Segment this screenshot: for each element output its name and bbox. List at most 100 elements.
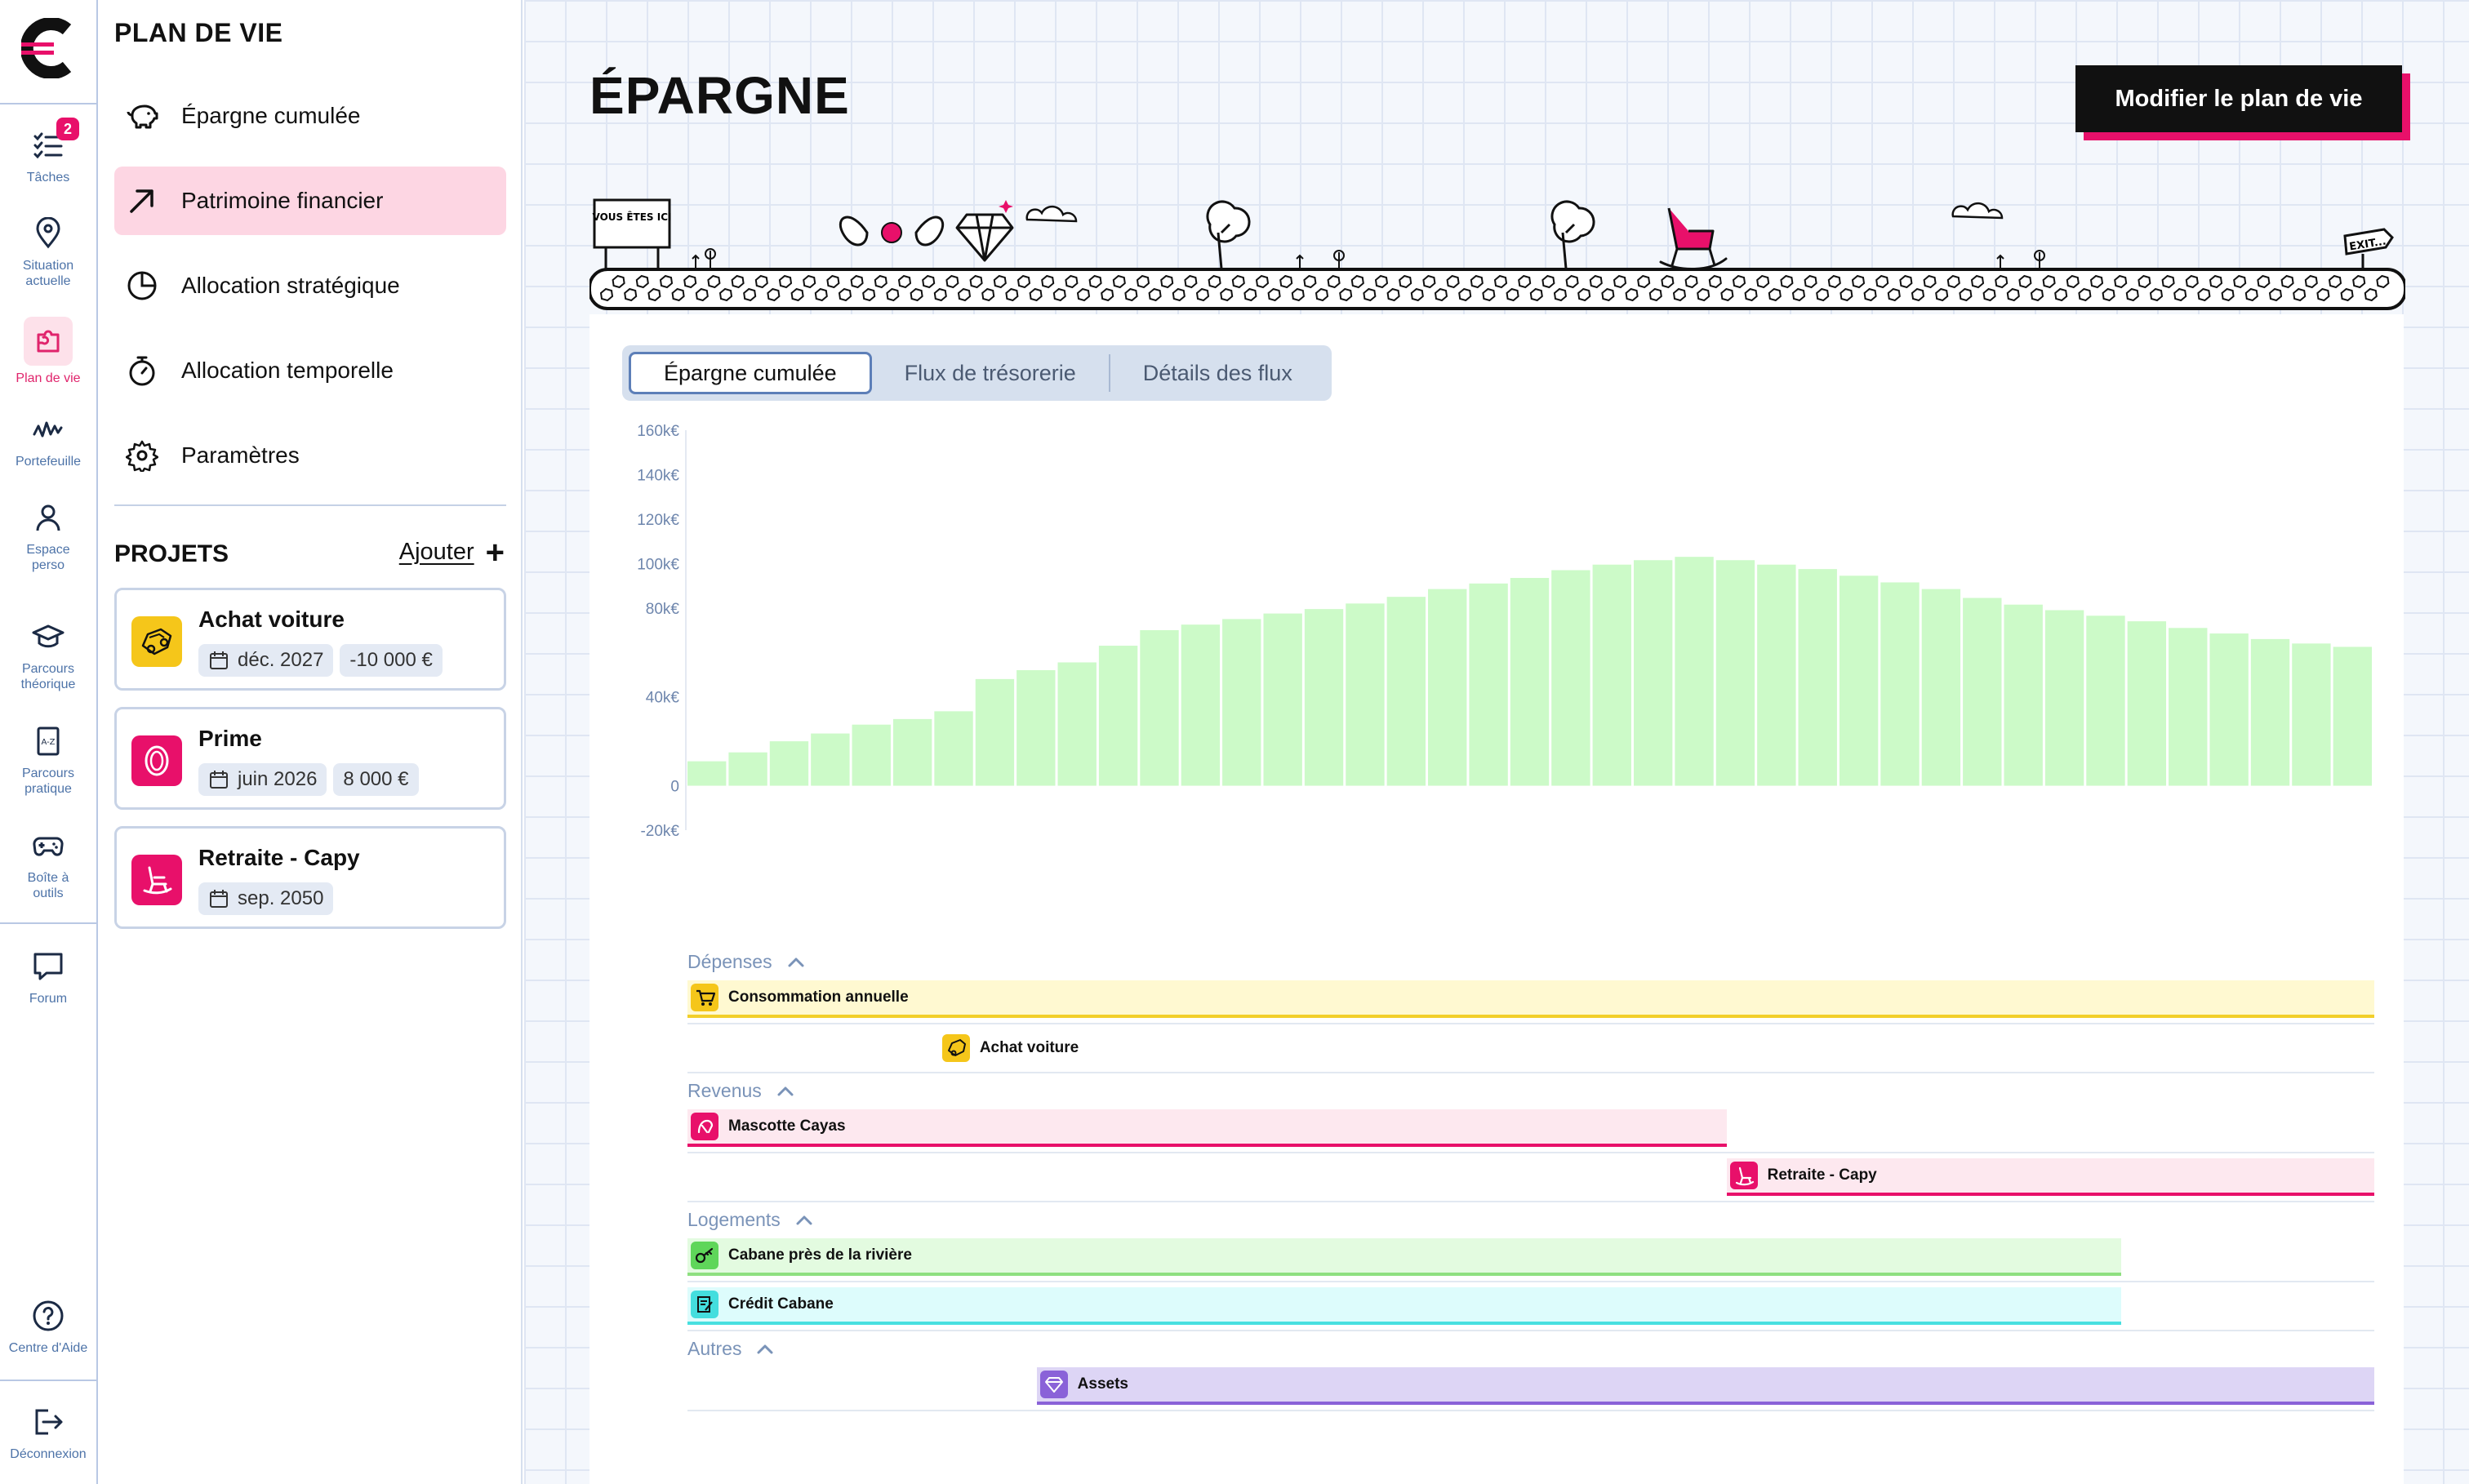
bar[interactable] bbox=[1921, 589, 1961, 786]
bar[interactable] bbox=[811, 733, 850, 786]
bar[interactable] bbox=[2127, 621, 2167, 786]
chevron-up-icon bbox=[788, 957, 804, 966]
tab-flux-tresorerie[interactable]: Flux de trésorerie bbox=[904, 360, 1076, 385]
stone-path bbox=[589, 268, 2405, 310]
rocking-chair-icon bbox=[1729, 1162, 1758, 1189]
gantt-bar[interactable]: Cabane près de la rivière bbox=[687, 1238, 2122, 1276]
rail-item-deconnexion[interactable]: Déconnexion bbox=[0, 1402, 96, 1462]
bar[interactable] bbox=[2044, 610, 2084, 786]
bar[interactable] bbox=[2086, 615, 2125, 786]
rail-item-parcours-theorique[interactable]: Parcours théorique bbox=[0, 617, 96, 692]
menu-item-allocation-strategique[interactable]: Allocation stratégique bbox=[114, 251, 506, 320]
bar[interactable] bbox=[934, 711, 973, 786]
menu-item-patrimoine-financier[interactable]: Patrimoine financier bbox=[114, 167, 506, 235]
rail-item-boite-a-outils[interactable]: Boîte à outils bbox=[0, 826, 96, 901]
gantt-bar[interactable]: Retraite - Capy bbox=[1726, 1158, 2374, 1196]
bar[interactable] bbox=[1592, 564, 1631, 786]
gamepad-icon bbox=[29, 826, 68, 865]
exit-text: EXIT... bbox=[2348, 236, 2387, 254]
bar[interactable] bbox=[1757, 564, 1796, 786]
savings-panel: Épargne cumulée Flux de trésorerie Détai… bbox=[589, 314, 2404, 1484]
rail-item-forum[interactable]: Forum bbox=[0, 947, 96, 1006]
bar[interactable] bbox=[1510, 578, 1550, 786]
bar[interactable] bbox=[1181, 624, 1221, 786]
tab-details-flux[interactable]: Détails des flux bbox=[1142, 360, 1292, 385]
gantt-bar[interactable]: Mascotte Cayas bbox=[687, 1109, 1727, 1147]
bar[interactable] bbox=[1263, 613, 1302, 786]
menu-item-parametres[interactable]: Paramètres bbox=[114, 421, 506, 490]
bar[interactable] bbox=[687, 761, 727, 786]
gantt-bar[interactable]: Assets bbox=[1036, 1367, 2374, 1405]
bar[interactable] bbox=[1304, 609, 1344, 786]
rail-item-plan-de-vie[interactable]: Plan de vie bbox=[0, 317, 96, 386]
bar[interactable] bbox=[1057, 662, 1097, 786]
tab-epargne-cumulee[interactable]: Épargne cumulée bbox=[629, 352, 872, 394]
bar[interactable] bbox=[769, 741, 809, 786]
bar[interactable] bbox=[1098, 646, 1138, 786]
gantt-section-header[interactable]: Revenus bbox=[687, 1080, 794, 1102]
cart-icon bbox=[691, 984, 718, 1011]
arrow-up-right-icon bbox=[124, 183, 160, 219]
bar[interactable] bbox=[1551, 570, 1590, 786]
bar[interactable] bbox=[1715, 560, 1755, 786]
add-project-button[interactable]: Ajouter + bbox=[399, 536, 505, 569]
bar[interactable] bbox=[1798, 569, 1837, 786]
rail-label: Boîte à outils bbox=[27, 871, 69, 900]
y-tick-label: 100k€ bbox=[637, 556, 679, 573]
chat-bubble-icon bbox=[29, 947, 68, 986]
gantt-section-header[interactable]: Logements bbox=[687, 1209, 813, 1231]
rail-label: Situation actuelle bbox=[22, 259, 74, 288]
project-card-achat-voiture[interactable]: Achat voiture déc. 2027 -10 000 € bbox=[114, 588, 506, 691]
menu-item-allocation-temporelle[interactable]: Allocation temporelle bbox=[114, 336, 506, 405]
bar[interactable] bbox=[1839, 575, 1879, 786]
bar[interactable] bbox=[1675, 557, 1714, 786]
rail-item-portefeuille[interactable]: Portefeuille bbox=[0, 410, 96, 469]
rail-item-situation[interactable]: Situation actuelle bbox=[0, 214, 96, 289]
bar[interactable] bbox=[1346, 603, 1385, 786]
y-tick-label: 40k€ bbox=[646, 690, 680, 707]
bar[interactable] bbox=[852, 724, 891, 786]
project-date-tag: déc. 2027 bbox=[198, 644, 334, 677]
gantt-section-header[interactable]: Dépenses bbox=[687, 951, 805, 973]
bar[interactable] bbox=[1017, 670, 1056, 786]
gear-icon bbox=[124, 438, 160, 473]
bar[interactable] bbox=[975, 678, 1015, 786]
bar[interactable] bbox=[728, 752, 767, 786]
bar[interactable] bbox=[1633, 560, 1673, 786]
bar[interactable] bbox=[2209, 633, 2249, 786]
project-card-retraite-capy[interactable]: Retraite - Capy sep. 2050 bbox=[114, 826, 506, 929]
gantt-row-divider bbox=[687, 1023, 2374, 1024]
life-timeline-scene: VOUS ÊTES ICI bbox=[589, 198, 2405, 310]
bar[interactable] bbox=[2169, 628, 2208, 786]
menu-item-epargne-cumulee[interactable]: Épargne cumulée bbox=[114, 82, 506, 150]
gantt-bar[interactable]: Consommation annuelle bbox=[687, 980, 2374, 1018]
rail-item-espace-perso[interactable]: Espace perso bbox=[0, 498, 96, 573]
bar[interactable] bbox=[2250, 638, 2290, 786]
bar[interactable] bbox=[1963, 598, 2002, 786]
bar[interactable] bbox=[2333, 646, 2372, 786]
gantt-bar[interactable]: Achat voiture bbox=[939, 1029, 2374, 1067]
bar[interactable] bbox=[1880, 582, 1920, 786]
gantt-bar[interactable]: Crédit Cabane bbox=[687, 1287, 2122, 1325]
rocking-chair-icon bbox=[131, 855, 182, 905]
gantt-section-header[interactable]: Autres bbox=[687, 1338, 774, 1360]
rail-item-parcours-pratique[interactable]: A-Z Parcours pratique bbox=[0, 722, 96, 797]
bar[interactable] bbox=[2004, 604, 2043, 786]
stopwatch-icon bbox=[124, 353, 160, 389]
bar[interactable] bbox=[892, 718, 932, 786]
app-logo[interactable] bbox=[20, 17, 77, 79]
bar[interactable] bbox=[1140, 630, 1179, 786]
bar[interactable] bbox=[1428, 589, 1467, 786]
tasks-badge: 2 bbox=[56, 118, 79, 140]
rail-item-centre-aide[interactable]: Centre d'Aide bbox=[0, 1296, 96, 1356]
rail-item-taches[interactable]: 2 Tâches bbox=[0, 118, 96, 185]
chevron-up-icon bbox=[757, 1344, 773, 1353]
logout-icon bbox=[29, 1402, 68, 1442]
bar[interactable] bbox=[1386, 597, 1426, 786]
project-name: Achat voiture bbox=[198, 606, 345, 632]
bar[interactable] bbox=[2292, 643, 2331, 786]
bar[interactable] bbox=[1469, 583, 1508, 786]
modify-plan-button[interactable]: Modifier le plan de vie bbox=[2075, 65, 2402, 132]
project-card-prime[interactable]: Prime juin 2026 8 000 € bbox=[114, 707, 506, 810]
bar[interactable] bbox=[1222, 619, 1261, 786]
